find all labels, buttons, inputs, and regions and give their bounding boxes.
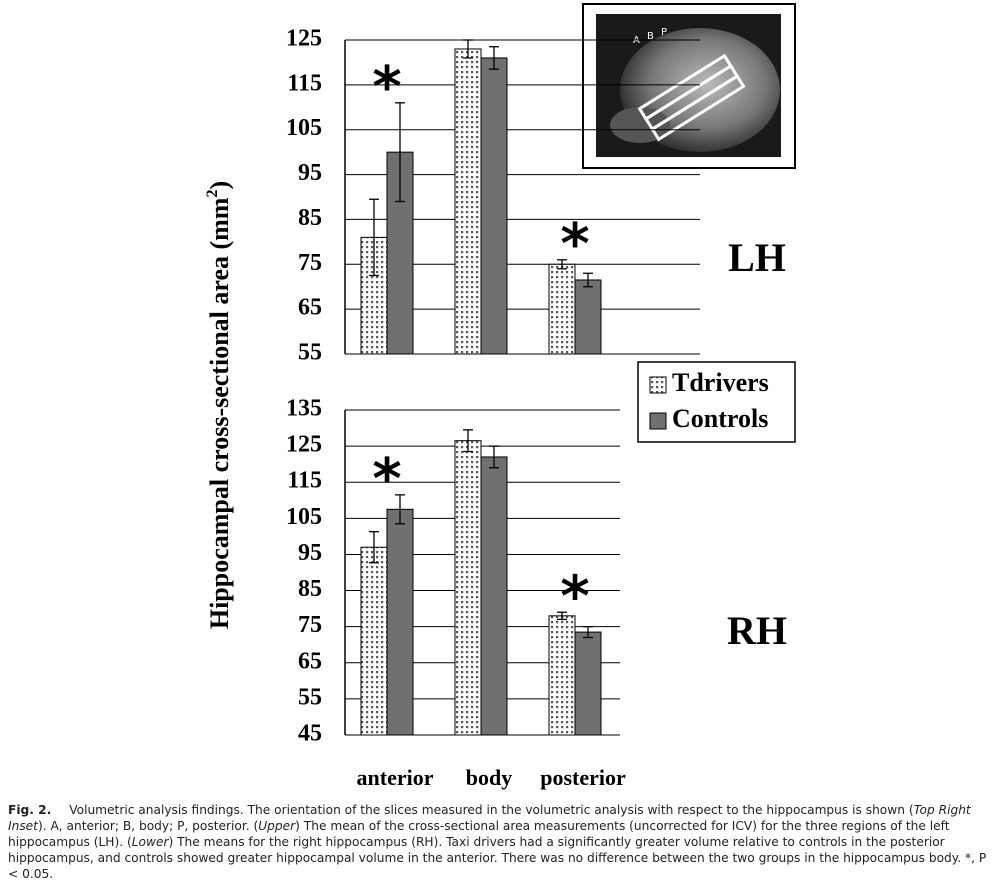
significance-label: * [560,212,589,277]
panel-label: RH [727,608,787,653]
y-tick-label: 125 [286,26,322,52]
significance-label: * [372,447,401,512]
bar [454,48,482,355]
error-bar [489,46,499,70]
bar [386,508,414,736]
y-tick-label: 95 [298,540,322,566]
caption-text: Lower [131,835,169,849]
y-tick-label: 115 [287,468,322,494]
bar [574,631,602,736]
y-label-part: Hippocampal cross-sectional area (mm [205,197,234,629]
y-tick-label: 75 [298,612,322,638]
chart: Hippocampal cross-sectional area (mm2) A… [204,3,796,790]
caption-text: ) The means for the right hippocampus (R… [8,835,987,881]
y-label-part: ) [205,181,234,190]
y-tick-label: 85 [298,205,322,231]
error-bar [583,626,593,639]
error-bar [583,272,593,288]
legend-swatch [649,376,667,394]
caption-text: Top Right Inset [8,803,971,833]
bar [360,546,388,736]
error-bar [463,39,473,59]
bar [548,263,576,355]
y-tick-label: 75 [298,250,322,276]
error-bar [395,102,405,203]
bar [548,615,576,736]
y-tick-label: 95 [298,160,322,186]
bar [454,440,482,736]
y-tick-label: 55 [298,684,322,710]
legend-swatch [649,412,667,430]
y-label-part: 2 [204,190,221,198]
significance-label: * [560,564,589,629]
error-bar [489,445,499,469]
caption-label: Fig. 2. [8,803,52,817]
caption-text: Upper [258,819,296,833]
caption-text: ) The mean of the cross-sectional area m… [8,819,950,849]
y-tick-label: 55 [298,340,322,366]
legend-label: Controls [672,404,768,433]
x-tick-label: posterior [540,765,626,790]
y-tick-label: 105 [286,504,322,530]
y-tick-label: 45 [298,721,322,747]
y-axis-label: Hippocampal cross-sectional area (mm2) [204,181,234,629]
y-tick-label: 135 [286,396,322,422]
error-bar [395,494,405,525]
y-tick-label: 85 [298,576,322,602]
inset-label: P [661,27,667,38]
y-tick-label: 65 [298,295,322,321]
x-tick-label: body [466,765,512,790]
legend: Tdrivers Controls [637,361,796,443]
y-tick-label: 115 [287,70,322,96]
caption-text: ). A, anterior; B, body; P, posterior. ( [37,819,259,833]
x-tick-label: anterior [357,765,434,790]
error-bar [557,259,567,270]
bar [480,456,508,736]
significance-label: * [372,55,401,120]
panel-label: LH [728,235,786,280]
error-bar [369,531,379,564]
caption-text: Volumetric analysis findings. The orient… [69,803,914,817]
error-bar [463,429,473,453]
y-tick-label: 125 [286,432,322,458]
caption: Fig. 2. Volumetric analysis findings. The… [8,802,993,882]
legend-label: Tdrivers [672,368,769,397]
error-bar [557,611,567,621]
y-tick-label: 105 [286,115,322,141]
inset [582,3,796,169]
error-bar [369,198,379,277]
bar [574,279,602,355]
bar [480,57,508,355]
y-tick-label: 65 [298,648,322,674]
inset-label: B [647,31,654,42]
